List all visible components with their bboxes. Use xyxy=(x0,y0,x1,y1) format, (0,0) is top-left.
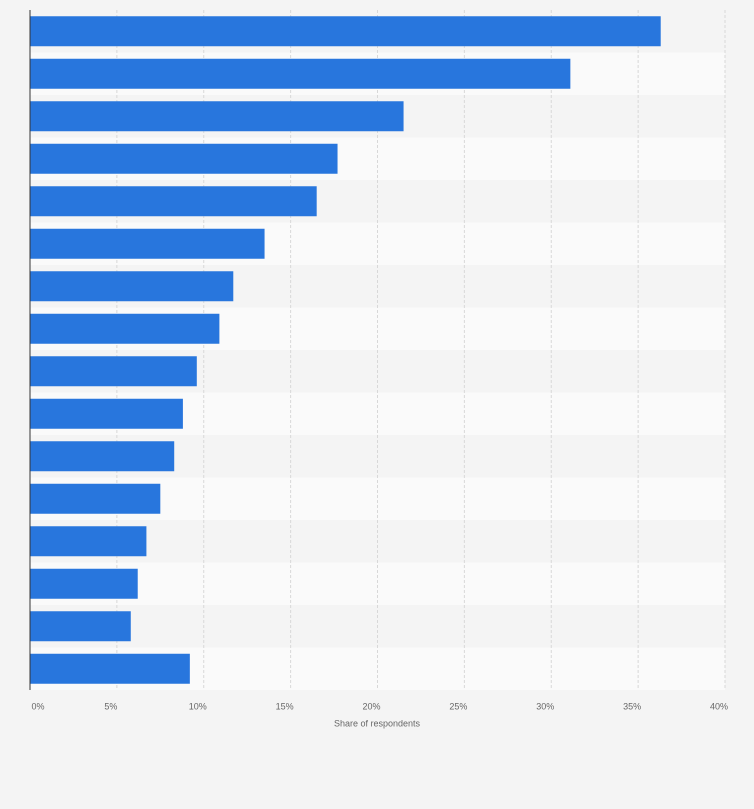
bar xyxy=(30,653,190,684)
x-axis-title: Share of respondents xyxy=(334,718,421,728)
bar xyxy=(30,58,571,89)
x-tick-label: 25% xyxy=(449,701,467,711)
x-tick-label: 0% xyxy=(31,701,44,711)
bar xyxy=(30,143,338,174)
bar xyxy=(30,611,131,642)
x-tick-label: 10% xyxy=(189,701,207,711)
bar xyxy=(30,313,220,344)
bar xyxy=(30,101,404,132)
x-tick-label: 20% xyxy=(362,701,380,711)
bar xyxy=(30,228,265,259)
bar xyxy=(30,356,197,387)
x-tick-label: 30% xyxy=(536,701,554,711)
x-tick-label: 40% xyxy=(710,701,728,711)
bar xyxy=(30,568,138,599)
bar xyxy=(30,398,183,429)
bar xyxy=(30,186,317,217)
bar xyxy=(30,271,234,302)
bar xyxy=(30,526,147,557)
x-tick-label: 35% xyxy=(623,701,641,711)
x-tick-label: 5% xyxy=(104,701,117,711)
x-tick-label: 15% xyxy=(276,701,294,711)
bar xyxy=(30,16,661,47)
bar xyxy=(30,441,175,472)
bar xyxy=(30,483,161,514)
